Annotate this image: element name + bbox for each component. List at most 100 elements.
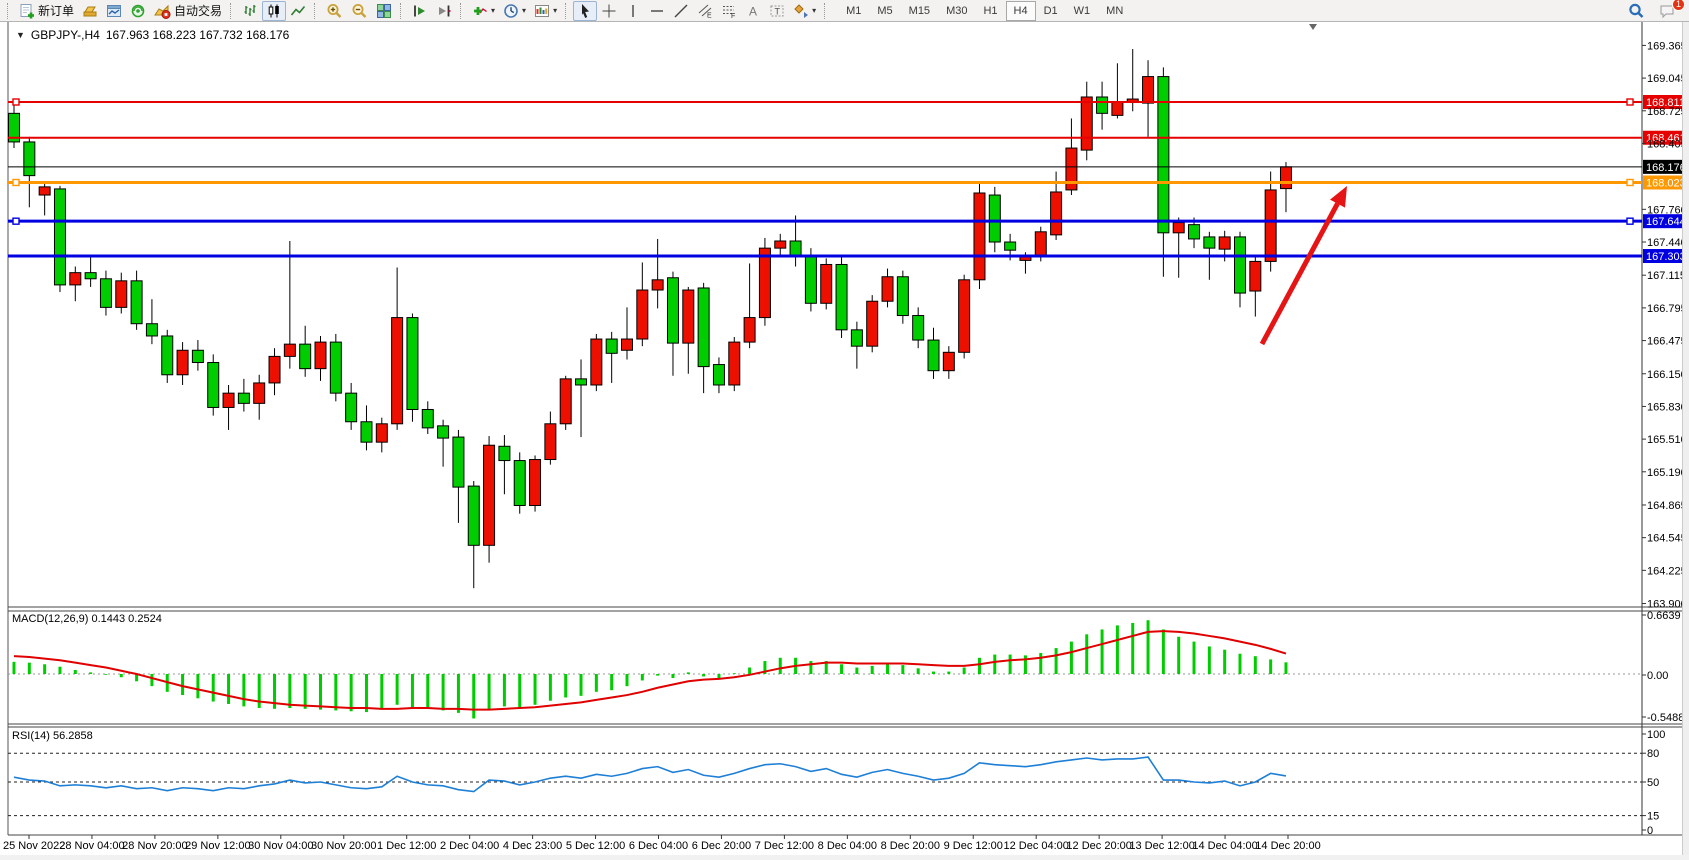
horizontal-line-168.461[interactable]: 168.461 xyxy=(8,130,1688,145)
line-handle[interactable] xyxy=(12,217,20,225)
timeframe-w1-button[interactable]: W1 xyxy=(1073,4,1091,17)
candle xyxy=(391,317,404,425)
price-tick-label: 164.225 xyxy=(1647,565,1687,577)
candle xyxy=(1203,236,1216,249)
price-tick-label: 165.830 xyxy=(1647,401,1687,413)
candle xyxy=(774,240,787,249)
cursor-tool-button[interactable] xyxy=(573,0,598,21)
arrows-tool-button[interactable]: ▾ xyxy=(789,1,820,21)
data-window-button[interactable] xyxy=(102,1,126,21)
horizontal-line-167.303[interactable]: 167.303 xyxy=(8,249,1688,264)
line-handle[interactable] xyxy=(1626,217,1634,225)
window-bottom-edge xyxy=(0,855,1689,860)
fibonacci-tool-button[interactable]: F xyxy=(717,1,741,21)
zoom-out-button[interactable] xyxy=(347,1,372,21)
line-handle[interactable] xyxy=(12,178,20,187)
timeframe-m30-button[interactable]: M30 xyxy=(946,4,968,17)
line-chart-button[interactable] xyxy=(286,1,310,21)
chart-shift-marker[interactable] xyxy=(1309,24,1317,30)
text-label-tool-button[interactable]: T xyxy=(765,1,789,21)
zoom-in-button[interactable] xyxy=(322,1,347,21)
autotrading-button[interactable]: 自动交易 xyxy=(150,1,226,21)
candle xyxy=(728,341,741,386)
trendline-icon xyxy=(673,3,689,19)
candle xyxy=(1218,236,1231,250)
bar-chart-icon xyxy=(242,3,258,19)
new-order-button[interactable]: 新订单 xyxy=(15,1,78,21)
horizontal-line-tool-button[interactable] xyxy=(645,1,669,21)
timeframe-m1-button[interactable]: M1 xyxy=(846,4,862,17)
horizontal-line-168.176[interactable]: 168.176 xyxy=(8,159,1688,174)
time-tick-label: 12 Dec 20:00 xyxy=(1066,840,1131,852)
auto-scroll-button[interactable] xyxy=(408,1,432,21)
template-icon xyxy=(534,3,550,19)
price-badge-text: 167.303 xyxy=(1646,251,1686,263)
horizontal-line-168.811[interactable]: 168.811 xyxy=(8,95,1688,109)
horizontal-line-168.023[interactable]: 168.023 xyxy=(8,175,1688,190)
symbol-dropdown-icon[interactable]: ▼ xyxy=(16,30,25,40)
signals-button[interactable] xyxy=(126,1,150,21)
candle xyxy=(697,287,710,368)
candle xyxy=(283,343,296,357)
timeframe-d1-button[interactable]: D1 xyxy=(1043,4,1058,17)
periods-button[interactable]: ▾ xyxy=(499,1,530,21)
time-tick-label: 13 Dec 12:00 xyxy=(1129,840,1194,852)
line-handle[interactable] xyxy=(1626,98,1634,106)
vertical-line-tool-button[interactable] xyxy=(621,1,645,21)
candle xyxy=(329,341,342,394)
candlestick-chart-button[interactable] xyxy=(262,0,287,21)
time-tick-label: 29 Nov 12:00 xyxy=(185,840,250,852)
search-button[interactable] xyxy=(1624,1,1649,21)
notifications-button[interactable]: 1 xyxy=(1655,0,1685,21)
trend-arrow-annotation[interactable] xyxy=(1259,186,1347,346)
time-tick-label: 7 Dec 12:00 xyxy=(755,840,814,852)
candle xyxy=(666,277,679,344)
text-tool-button[interactable]: A xyxy=(741,1,765,21)
candle xyxy=(544,423,557,461)
bar-chart-button[interactable] xyxy=(238,1,262,21)
price-lines: 168.811 168.461 168.176 168.023 167.644 167.3… xyxy=(8,95,1688,264)
trendline-tool-button[interactable] xyxy=(669,1,693,21)
tile-windows-button[interactable] xyxy=(372,1,396,21)
price-tick-label: 166.150 xyxy=(1647,369,1687,381)
horizontal-line-167.644[interactable]: 167.644 xyxy=(8,214,1688,229)
candle xyxy=(38,186,51,196)
line-handle[interactable] xyxy=(1626,178,1634,187)
candle xyxy=(115,280,128,308)
chart-shift-button[interactable] xyxy=(432,1,456,21)
candle xyxy=(942,351,955,372)
candle xyxy=(53,188,66,286)
indicators-button[interactable]: ▾ xyxy=(468,1,499,21)
timeframe-m15-button[interactable]: M15 xyxy=(908,4,931,17)
price-tick-label: 163.900 xyxy=(1647,599,1687,611)
price-badge-text: 168.461 xyxy=(1646,133,1686,145)
timeframe-m5-button[interactable]: M5 xyxy=(877,4,893,17)
line-chart-icon xyxy=(290,3,306,19)
time-tick-label: 14 Dec 04:00 xyxy=(1192,840,1257,852)
channel-tool-button[interactable]: E xyxy=(693,1,717,21)
timeframe-h1-button[interactable]: H1 xyxy=(983,4,998,17)
timeframe-h4-button[interactable]: H4 xyxy=(1005,0,1036,21)
toolbar-drag-handle[interactable] xyxy=(7,2,11,19)
templates-button[interactable]: ▾ xyxy=(530,1,561,21)
candle xyxy=(881,276,894,302)
timeframe-mn-button[interactable]: MN xyxy=(1106,4,1124,17)
crosshair-tool-button[interactable] xyxy=(597,1,621,21)
macd-axis-label: 0.6639 xyxy=(1647,610,1681,622)
time-tick-label: 30 Nov 04:00 xyxy=(248,840,313,852)
line-handle[interactable] xyxy=(12,98,20,106)
price-tick-label: 169.365 xyxy=(1647,40,1687,52)
toolbar-separator xyxy=(314,2,318,19)
candle xyxy=(850,329,863,347)
price-axis[interactable]: 169.365 169.045 168.725 168.405 167.760 167.4… xyxy=(1642,40,1687,611)
market-watch-button[interactable] xyxy=(78,1,102,21)
crosshair-icon xyxy=(601,3,617,19)
timeframe-group: M1 M5 M15 M30 H1 H4 D1 W1 MN xyxy=(838,0,1131,21)
candle xyxy=(1188,224,1201,240)
toolbar-separator xyxy=(400,2,404,19)
autotrading-label: 自动交易 xyxy=(174,4,223,18)
candle xyxy=(927,339,940,372)
candle xyxy=(743,317,756,343)
